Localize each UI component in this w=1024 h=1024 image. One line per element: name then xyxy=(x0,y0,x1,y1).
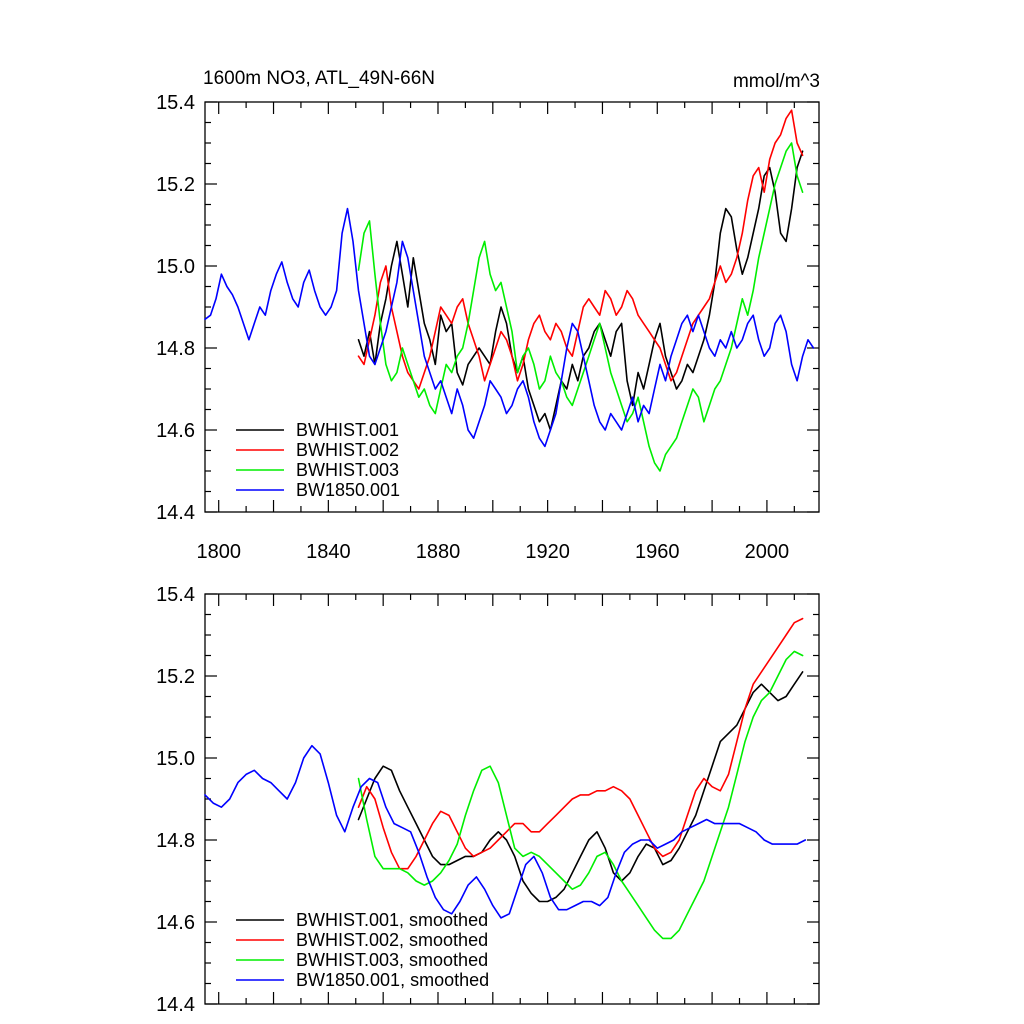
series-line-bw1850-001-smoothed xyxy=(204,744,807,919)
units-label: mmol/m^3 xyxy=(733,71,820,92)
y-tick-label: 14.4 xyxy=(156,502,195,524)
series-line-bw1850-001 xyxy=(204,207,815,448)
y-tick-label: 14.4 xyxy=(156,994,195,1016)
top-ticks xyxy=(205,101,819,513)
y-tick-label: 15.0 xyxy=(156,748,195,770)
legend-label: BWHIST.002 xyxy=(296,440,399,460)
legend-label: BWHIST.003, smoothed xyxy=(296,950,488,970)
y-tick-label: 15.2 xyxy=(156,666,195,688)
top-x-tick-labels: 1800 1840 1880 1920 1960 2000 xyxy=(196,541,789,563)
y-tick-label: 14.6 xyxy=(156,912,195,934)
x-tick-label: 1960 xyxy=(635,541,680,563)
legend-label: BW1850.001, smoothed xyxy=(296,970,489,990)
x-tick-label: 2000 xyxy=(745,541,790,563)
bottom-y-tick-labels: 14.4 14.6 14.8 15.0 15.2 15.4 xyxy=(156,584,195,1016)
series-line-bwhist-002-smoothed xyxy=(357,617,804,870)
y-tick-label: 15.4 xyxy=(156,92,195,114)
top-series-group xyxy=(204,109,815,472)
y-tick-label: 15.2 xyxy=(156,174,195,196)
legend-label: BWHIST.003 xyxy=(296,460,399,480)
x-tick-label: 1920 xyxy=(525,541,570,563)
y-tick-label: 14.8 xyxy=(156,338,195,360)
y-tick-label: 15.4 xyxy=(156,584,195,606)
y-tick-label: 14.8 xyxy=(156,830,195,852)
legend-label: BWHIST.001, smoothed xyxy=(296,910,488,930)
x-tick-label: 1840 xyxy=(306,541,351,563)
bottom-ticks xyxy=(205,593,819,1005)
series-line-bwhist-002 xyxy=(357,109,804,390)
x-tick-label: 1800 xyxy=(196,541,241,563)
top-y-tick-labels: 14.4 14.6 14.8 15.0 15.2 15.4 xyxy=(156,92,195,524)
x-tick-label: 1880 xyxy=(416,541,461,563)
series-line-bwhist-003 xyxy=(357,142,804,472)
legend-label: BWHIST.002, smoothed xyxy=(296,930,488,950)
series-line-bwhist-001-smoothed xyxy=(357,671,804,903)
legend-label: BW1850.001 xyxy=(296,480,400,500)
y-tick-label: 14.6 xyxy=(156,420,195,442)
bottom-series-group xyxy=(204,617,807,940)
top-panel: 1600m NO3, ATL_49N-66N mmol/m^3 14.4 14.6… xyxy=(156,68,820,563)
series-line-bwhist-001 xyxy=(357,150,804,431)
chart-title: 1600m NO3, ATL_49N-66N xyxy=(203,68,435,89)
bottom-panel: 14.4 14.6 14.8 15.0 15.2 15.4 BWHIST.001, smo… xyxy=(156,584,820,1016)
series-line-bwhist-003-smoothed xyxy=(357,650,804,940)
legend-label: BWHIST.001 xyxy=(296,420,399,440)
y-tick-label: 15.0 xyxy=(156,256,195,278)
